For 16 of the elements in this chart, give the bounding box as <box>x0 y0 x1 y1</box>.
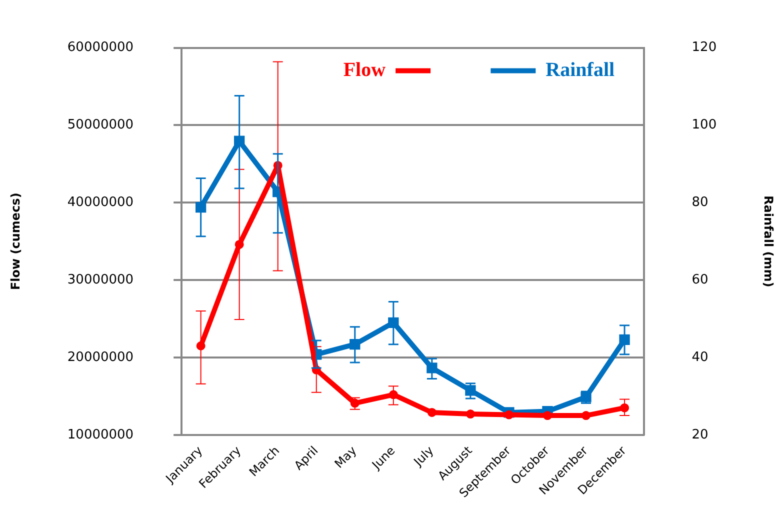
y2-tick-label: 120 <box>692 40 717 56</box>
legend-label: Rainfall <box>546 58 616 81</box>
y2-tick-label: 80 <box>692 195 708 210</box>
y-tick-label: 60000000 <box>67 40 134 56</box>
y-tick-label: 40000000 <box>67 195 134 210</box>
y-tick-label: 10000000 <box>67 427 134 442</box>
y2-tick-label: 20 <box>692 427 708 442</box>
text: Flow <box>343 58 386 81</box>
y-tick-label: 20000000 <box>67 350 134 365</box>
y2-axis-title: Rainfall (mm) <box>762 196 776 288</box>
y2-tick-label: 60 <box>692 272 708 288</box>
y-axis-title: Flow (cumecs) <box>8 192 22 290</box>
y2-tick-label: 40 <box>692 350 708 365</box>
y2-tick-label: 100 <box>692 118 717 133</box>
y-tick-label: 30000000 <box>67 272 134 288</box>
y-tick-label: 50000000 <box>67 118 134 133</box>
